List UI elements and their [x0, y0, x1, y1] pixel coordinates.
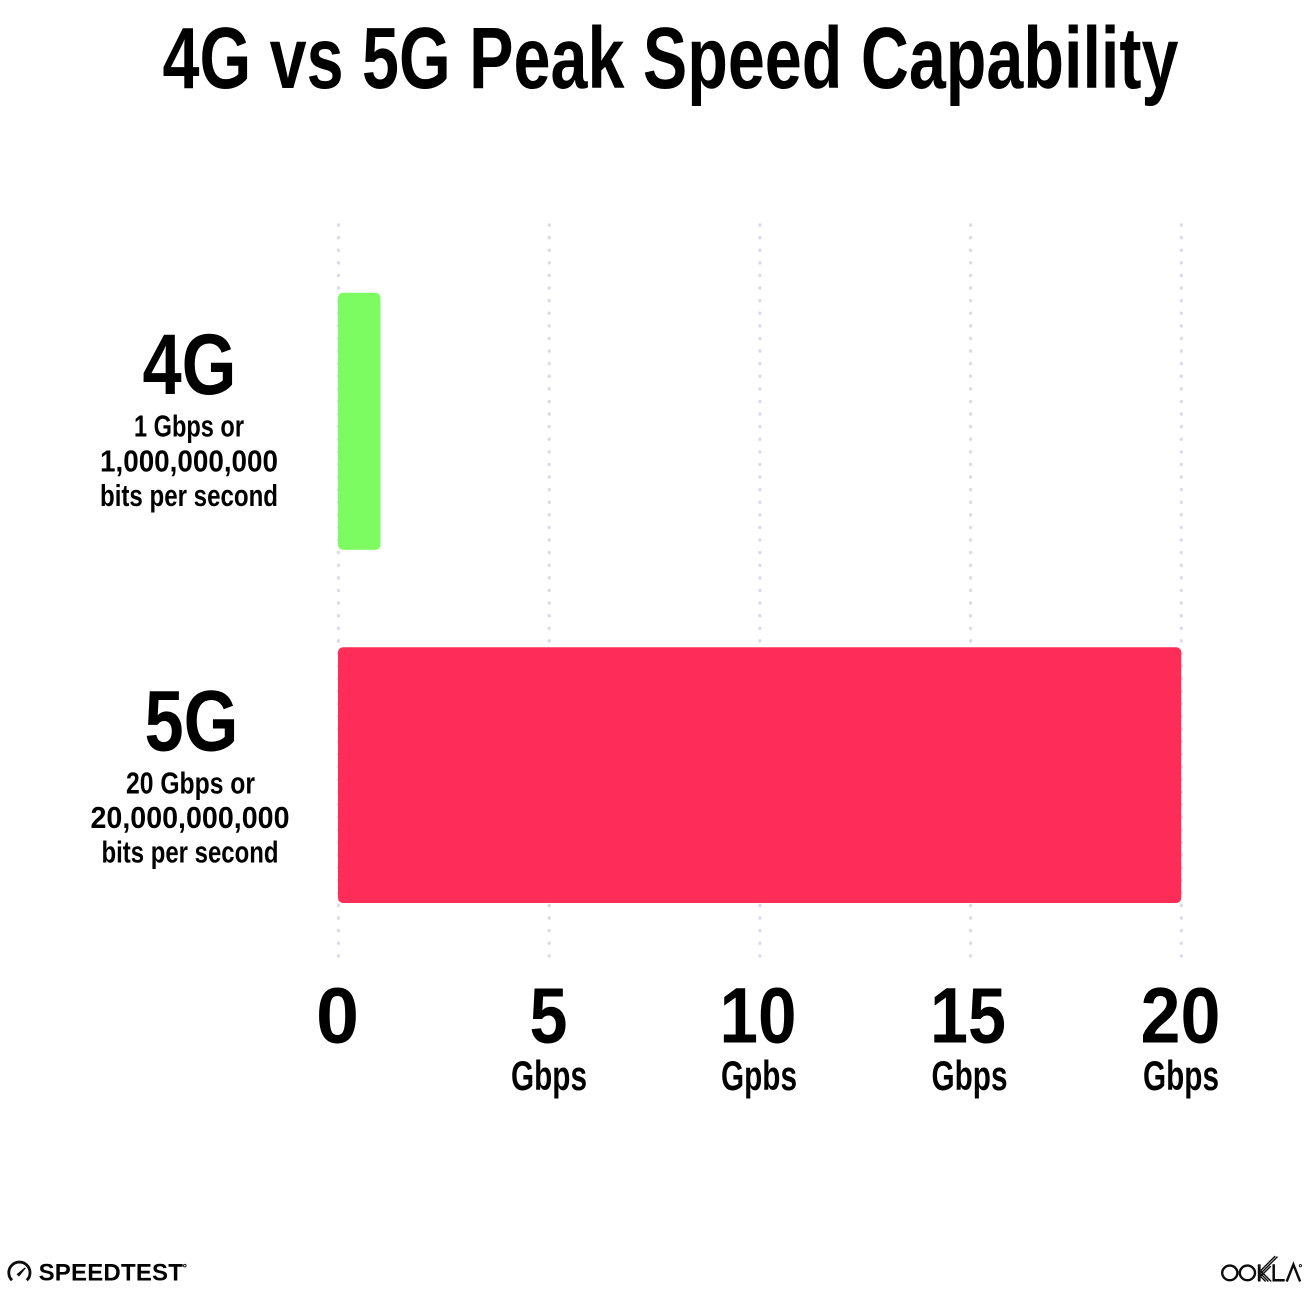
svg-text:bits per second: bits per second [102, 835, 279, 870]
svg-text:15: 15 [930, 971, 1006, 1060]
svg-text:Gbps: Gbps [511, 1052, 587, 1099]
svg-text:SPEEDTEST: SPEEDTEST [39, 1259, 184, 1286]
svg-text:4G vs 5G Peak Speed Capability: 4G vs 5G Peak Speed Capability [163, 10, 1179, 107]
svg-text:10: 10 [720, 971, 797, 1060]
svg-text:20 Gbps or: 20 Gbps or [126, 766, 255, 801]
svg-text:0: 0 [316, 971, 359, 1060]
svg-text:20: 20 [1141, 971, 1221, 1060]
svg-text:Gbps: Gbps [932, 1052, 1008, 1099]
svg-text:1,000,000,000: 1,000,000,000 [100, 443, 278, 478]
svg-text:1 Gbps or: 1 Gbps or [134, 408, 244, 443]
svg-text:Gpbs: Gpbs [721, 1052, 797, 1099]
svg-text:4G: 4G [143, 317, 237, 413]
svg-text:bits per second: bits per second [100, 478, 278, 513]
svg-text:20,000,000,000: 20,000,000,000 [91, 800, 290, 835]
svg-text:5: 5 [530, 971, 568, 1060]
svg-text:Gbps: Gbps [1143, 1052, 1219, 1099]
svg-text:5G: 5G [145, 674, 239, 770]
